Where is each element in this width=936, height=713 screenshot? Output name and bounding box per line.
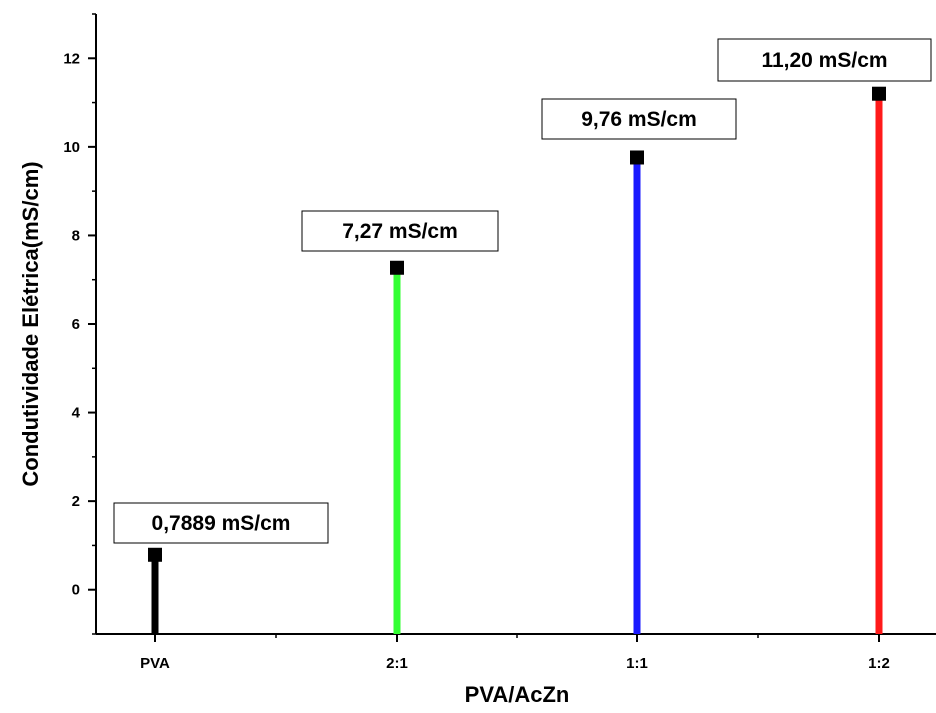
y-axis-title: Condutividade Elétrica(mS/cm) (18, 161, 43, 486)
x-tick-label: 1:2 (868, 655, 890, 672)
data-label-box-3 (541, 98, 737, 140)
y-tick-label: 0 (72, 582, 80, 599)
data-label-box-1 (113, 502, 329, 544)
data-point-marker-2 (390, 260, 404, 275)
data-point-marker-4 (872, 86, 886, 101)
x-tick-label: 2:1 (386, 655, 408, 672)
axes: 0 2 4 6 8 10 12 PVA 2:1 1:1 1:2 (63, 13, 936, 672)
data-labels: 0,7889 mS/cm 7,27 mS/cm 9,76 mS/cm 11,20 mS… (113, 38, 932, 544)
y-tick-label: 8 (72, 227, 80, 244)
x-axis-title: PVA/AcZn (465, 682, 570, 707)
y-tick-label: 10 (63, 139, 80, 156)
y-tick-label: 6 (72, 316, 80, 333)
data-label-1: 0,7889 mS/cm (152, 512, 291, 535)
data-point-marker-3 (630, 150, 644, 165)
y-tick-label: 2 (72, 493, 80, 510)
data-label-3: 9,76 mS/cm (581, 108, 697, 131)
data-label-4: 11,20 mS/cm (761, 49, 887, 72)
y-tick-label: 12 (63, 50, 80, 67)
data-point-marker-1 (148, 547, 162, 562)
data-label-box-4 (717, 38, 932, 82)
y-tick-label: 4 (72, 405, 81, 422)
chart-marks (148, 86, 886, 634)
x-tick-label: PVA (140, 655, 170, 672)
x-tick-label: 1:1 (626, 655, 648, 672)
data-label-box-2 (301, 210, 499, 252)
data-label-2: 7,27 mS/cm (342, 220, 458, 243)
